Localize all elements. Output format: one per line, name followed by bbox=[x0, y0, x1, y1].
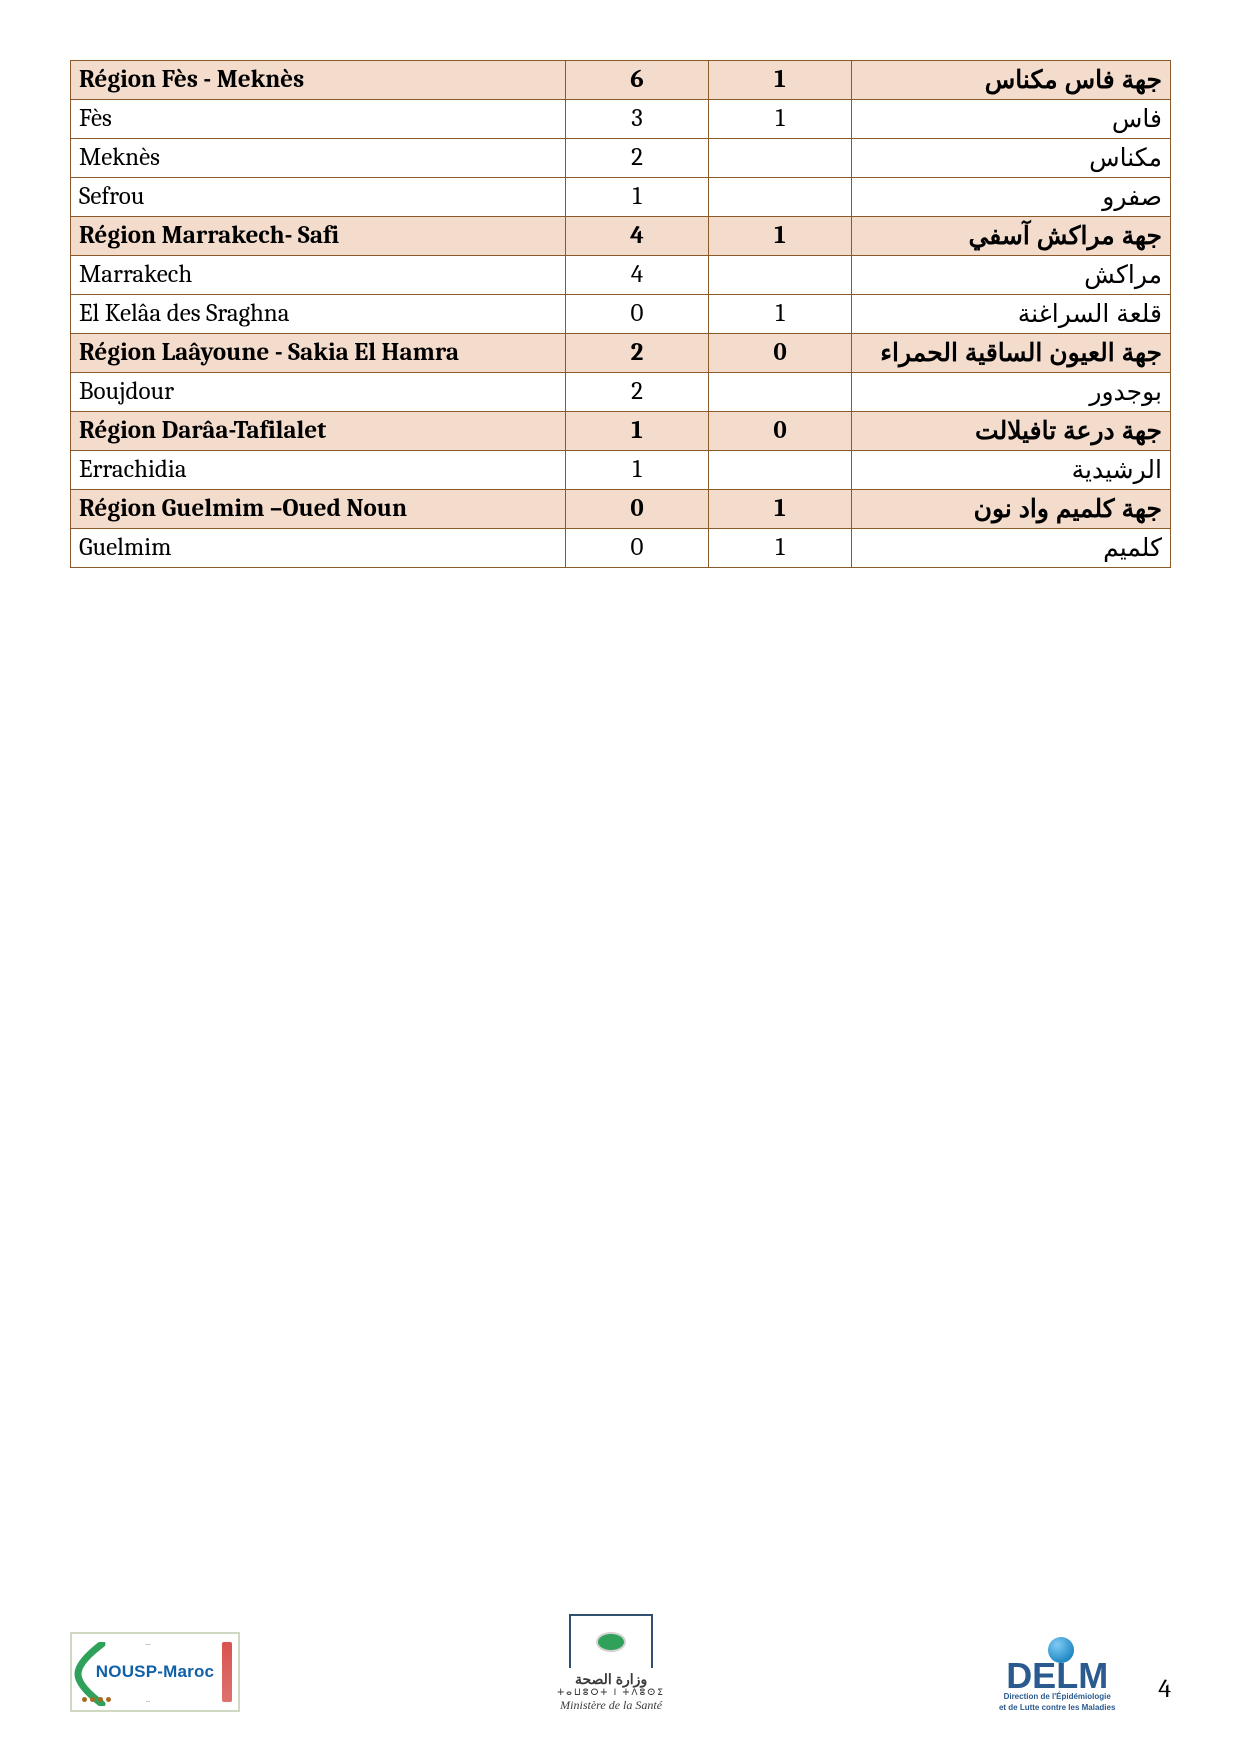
city-name-fr: El Kelâa des Sraghna bbox=[71, 295, 566, 334]
city-name-ar: مراكش bbox=[852, 256, 1171, 295]
region-name-fr: Région Laâyoune - Sakia El Hamra bbox=[71, 334, 566, 373]
city-val2: 1 bbox=[709, 529, 852, 568]
region-header-row: Région Darâa-Tafilalet10جهة درعة تافيلال… bbox=[71, 412, 1171, 451]
city-name-ar: قلعة السراغنة bbox=[852, 295, 1171, 334]
sante-french: Ministère de la Santé bbox=[560, 1699, 662, 1712]
table-row: Fès31فاس bbox=[71, 100, 1171, 139]
city-val1: 2 bbox=[566, 139, 709, 178]
city-name-ar: صفرو bbox=[852, 178, 1171, 217]
table-row: Marrakech4 مراكش bbox=[71, 256, 1171, 295]
table-row: Sefrou1 صفرو bbox=[71, 178, 1171, 217]
city-val2 bbox=[709, 373, 852, 412]
city-val1: 1 bbox=[566, 178, 709, 217]
city-val2 bbox=[709, 451, 852, 490]
region-header-row: Région Marrakech- Safi41جهة مراكش آسفي bbox=[71, 217, 1171, 256]
table-row: Boujdour2 بوجدور bbox=[71, 373, 1171, 412]
region-val2: 1 bbox=[709, 61, 852, 100]
city-name-fr: Guelmim bbox=[71, 529, 566, 568]
region-header-row: Région Fès - Meknès61جهة فاس مكناس bbox=[71, 61, 1171, 100]
city-val1: 0 bbox=[566, 295, 709, 334]
city-name-fr: Boujdour bbox=[71, 373, 566, 412]
table-row: Meknès2 مكناس bbox=[71, 139, 1171, 178]
regions-table: Région Fès - Meknès61جهة فاس مكناسFès31ف… bbox=[70, 60, 1171, 568]
region-val1: 4 bbox=[566, 217, 709, 256]
city-name-ar: مكناس bbox=[852, 139, 1171, 178]
city-val2 bbox=[709, 256, 852, 295]
region-name-ar: جهة مراكش آسفي bbox=[852, 217, 1171, 256]
region-val2: 1 bbox=[709, 490, 852, 529]
city-val2: 1 bbox=[709, 100, 852, 139]
city-name-fr: Errachidia bbox=[71, 451, 566, 490]
city-val1: 1 bbox=[566, 451, 709, 490]
region-val1: 2 bbox=[566, 334, 709, 373]
table-row: Errachidia1 الرشيدية bbox=[71, 451, 1171, 490]
region-name-fr: Région Marrakech- Safi bbox=[71, 217, 566, 256]
sante-emblem-icon bbox=[569, 1614, 653, 1668]
city-name-fr: Sefrou bbox=[71, 178, 566, 217]
region-val2: 0 bbox=[709, 412, 852, 451]
page-number: 4 bbox=[1158, 1674, 1171, 1712]
region-name-ar: جهة العيون الساقية الحمراء bbox=[852, 334, 1171, 373]
city-name-ar: الرشيدية bbox=[852, 451, 1171, 490]
sante-tifinagh: ⵜⴰⵡⵓⵔⵜ ⵏ ⵜⴷⵓⵙⵉ bbox=[557, 1688, 665, 1697]
table-row: El Kelâa des Sraghna01قلعة السراغنة bbox=[71, 295, 1171, 334]
logo-delm: DELM Direction de l'Épidémiologie et de … bbox=[982, 1637, 1132, 1712]
city-val1: 4 bbox=[566, 256, 709, 295]
region-val1: 6 bbox=[566, 61, 709, 100]
delm-label: DELM bbox=[1006, 1661, 1108, 1692]
city-name-fr: Fès bbox=[71, 100, 566, 139]
region-header-row: Région Guelmim –Oued Noun01جهة كلميم واد… bbox=[71, 490, 1171, 529]
page-footer: ... NOUSP-Maroc ... وزارة الصحة ⵜⴰⵡⵓⵔⵜ ⵏ… bbox=[70, 1592, 1171, 1712]
region-header-row: Région Laâyoune - Sakia El Hamra20جهة ال… bbox=[71, 334, 1171, 373]
city-val1: 0 bbox=[566, 529, 709, 568]
region-name-ar: جهة كلميم واد نون bbox=[852, 490, 1171, 529]
region-val1: 1 bbox=[566, 412, 709, 451]
city-val2: 1 bbox=[709, 295, 852, 334]
sante-arabic: وزارة الصحة bbox=[575, 1672, 647, 1686]
table-row: Guelmim01كلميم bbox=[71, 529, 1171, 568]
region-name-fr: Région Darâa-Tafilalet bbox=[71, 412, 566, 451]
city-name-fr: Meknès bbox=[71, 139, 566, 178]
nousp-red-bar-icon bbox=[222, 1642, 232, 1702]
nousp-bottom-band: ... bbox=[78, 1698, 218, 1704]
city-val1: 3 bbox=[566, 100, 709, 139]
region-val2: 1 bbox=[709, 217, 852, 256]
logo-ministere-sante: وزارة الصحة ⵜⴰⵡⵓⵔⵜ ⵏ ⵜⴷⵓⵙⵉ Ministère de … bbox=[546, 1614, 676, 1712]
city-name-ar: بوجدور bbox=[852, 373, 1171, 412]
region-name-ar: جهة فاس مكناس bbox=[852, 61, 1171, 100]
logo-nousp-maroc: ... NOUSP-Maroc ... bbox=[70, 1632, 240, 1712]
city-val1: 2 bbox=[566, 373, 709, 412]
region-name-ar: جهة درعة تافيلالت bbox=[852, 412, 1171, 451]
region-val2: 0 bbox=[709, 334, 852, 373]
city-val2 bbox=[709, 139, 852, 178]
city-name-ar: كلميم bbox=[852, 529, 1171, 568]
delm-sub2: et de Lutte contre les Maladies bbox=[999, 1704, 1115, 1712]
region-name-fr: Région Fès - Meknès bbox=[71, 61, 566, 100]
region-name-fr: Région Guelmim –Oued Noun bbox=[71, 490, 566, 529]
city-name-ar: فاس bbox=[852, 100, 1171, 139]
region-val1: 0 bbox=[566, 490, 709, 529]
nousp-label: NOUSP-Maroc bbox=[96, 1662, 214, 1682]
city-val2 bbox=[709, 178, 852, 217]
city-name-fr: Marrakech bbox=[71, 256, 566, 295]
